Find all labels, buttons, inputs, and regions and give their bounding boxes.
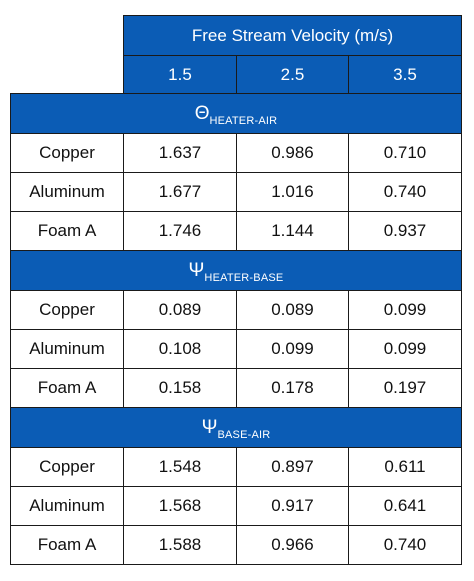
value: 0.641: [383, 496, 427, 515]
section-symbol: Ψ: [188, 259, 205, 281]
value-cell: 0.986: [236, 133, 349, 173]
section-symbol: Θ: [194, 102, 210, 124]
value-cell: 0.966: [236, 525, 349, 565]
material: Copper: [39, 143, 95, 162]
value-cell: 0.897: [236, 447, 349, 487]
value-cell: 0.089: [123, 290, 237, 330]
velocity: 2.5: [280, 64, 305, 84]
value: 0.937: [383, 221, 427, 240]
header-title: Free Stream Velocity (m/s): [191, 25, 394, 45]
value: 0.966: [271, 535, 314, 554]
velocity: 3.5: [393, 64, 417, 84]
value-cell: 1.637: [123, 133, 237, 173]
value: 0.099: [383, 300, 427, 319]
value-cell: 0.197: [348, 368, 462, 408]
value: 0.089: [271, 300, 314, 319]
value-cell: 0.641: [348, 486, 462, 526]
value: 0.611: [384, 457, 426, 476]
value-cell: 0.740: [348, 172, 462, 212]
value-cell: 1.677: [123, 172, 237, 212]
value: 1.016: [271, 182, 314, 201]
material: Foam A: [37, 535, 97, 554]
value: 1.568: [158, 496, 202, 515]
material-cell: Aluminum: [10, 329, 124, 369]
value-cell: 0.178: [236, 368, 349, 408]
value-cell: 1.016: [236, 172, 349, 212]
value: 0.178: [271, 378, 314, 397]
value-cell: 0.108: [123, 329, 237, 369]
value: 0.108: [158, 339, 202, 358]
velocity-cell: 2.5: [236, 55, 349, 94]
material-cell: Copper: [10, 447, 124, 487]
material: Aluminum: [29, 496, 105, 515]
value-cell: 0.611: [348, 447, 462, 487]
material-cell: Aluminum: [10, 172, 124, 212]
material-cell: Foam A: [10, 525, 124, 565]
material-cell: Foam A: [10, 211, 124, 251]
material-cell: Aluminum: [10, 486, 124, 526]
value: 1.548: [158, 457, 202, 476]
value: 1.746: [158, 221, 202, 240]
value: 0.897: [271, 457, 314, 476]
velocity-cell: 1.5: [123, 55, 237, 94]
section-header: Θ HEATER-AIR: [10, 93, 462, 134]
value-cell: 0.089: [236, 290, 349, 330]
section-subscript: HEATER-BASE: [204, 271, 284, 284]
material: Aluminum: [29, 182, 105, 201]
section-subscript: BASE-AIR: [217, 428, 271, 441]
value: 1.637: [158, 143, 202, 162]
value: 0.710: [383, 143, 427, 162]
velocity: 1.5: [168, 64, 192, 84]
value-cell: 1.588: [123, 525, 237, 565]
value-cell: 0.710: [348, 133, 462, 173]
value: 0.158: [158, 378, 202, 397]
value: 0.740: [383, 182, 427, 201]
header-title-cell: Free Stream Velocity (m/s): [123, 15, 462, 56]
value: 0.099: [383, 339, 427, 358]
velocity-cell: 3.5: [348, 55, 462, 94]
value: 1.677: [158, 182, 202, 201]
material: Aluminum: [29, 339, 105, 358]
material: Copper: [39, 457, 95, 476]
value-cell: 1.548: [123, 447, 237, 487]
value: 0.986: [271, 143, 314, 162]
material: Foam A: [37, 221, 97, 240]
value-cell: 1.568: [123, 486, 237, 526]
value-cell: 0.158: [123, 368, 237, 408]
value: 0.740: [383, 535, 427, 554]
value-cell: 0.937: [348, 211, 462, 251]
value-cell: 0.099: [236, 329, 349, 369]
value: 1.588: [158, 535, 202, 554]
value: 0.089: [158, 300, 202, 319]
section-subscript: HEATER-AIR: [209, 114, 278, 127]
value-cell: 0.740: [348, 525, 462, 565]
material-cell: Copper: [10, 290, 124, 330]
section-symbol: Ψ: [201, 416, 218, 438]
section-header: Ψ BASE-AIR: [10, 407, 462, 448]
value-cell: 0.917: [236, 486, 349, 526]
value-cell: 0.099: [348, 329, 462, 369]
section-header: Ψ HEATER-BASE: [10, 250, 462, 291]
material: Copper: [39, 300, 95, 319]
value-cell: 1.746: [123, 211, 237, 251]
value: 0.099: [271, 339, 314, 358]
value: 0.197: [383, 378, 427, 397]
value: 0.917: [271, 496, 314, 515]
value: 1.144: [271, 221, 314, 240]
material-cell: Foam A: [10, 368, 124, 408]
value-cell: 1.144: [236, 211, 349, 251]
value-cell: 0.099: [348, 290, 462, 330]
material-cell: Copper: [10, 133, 124, 173]
material: Foam A: [37, 378, 97, 397]
